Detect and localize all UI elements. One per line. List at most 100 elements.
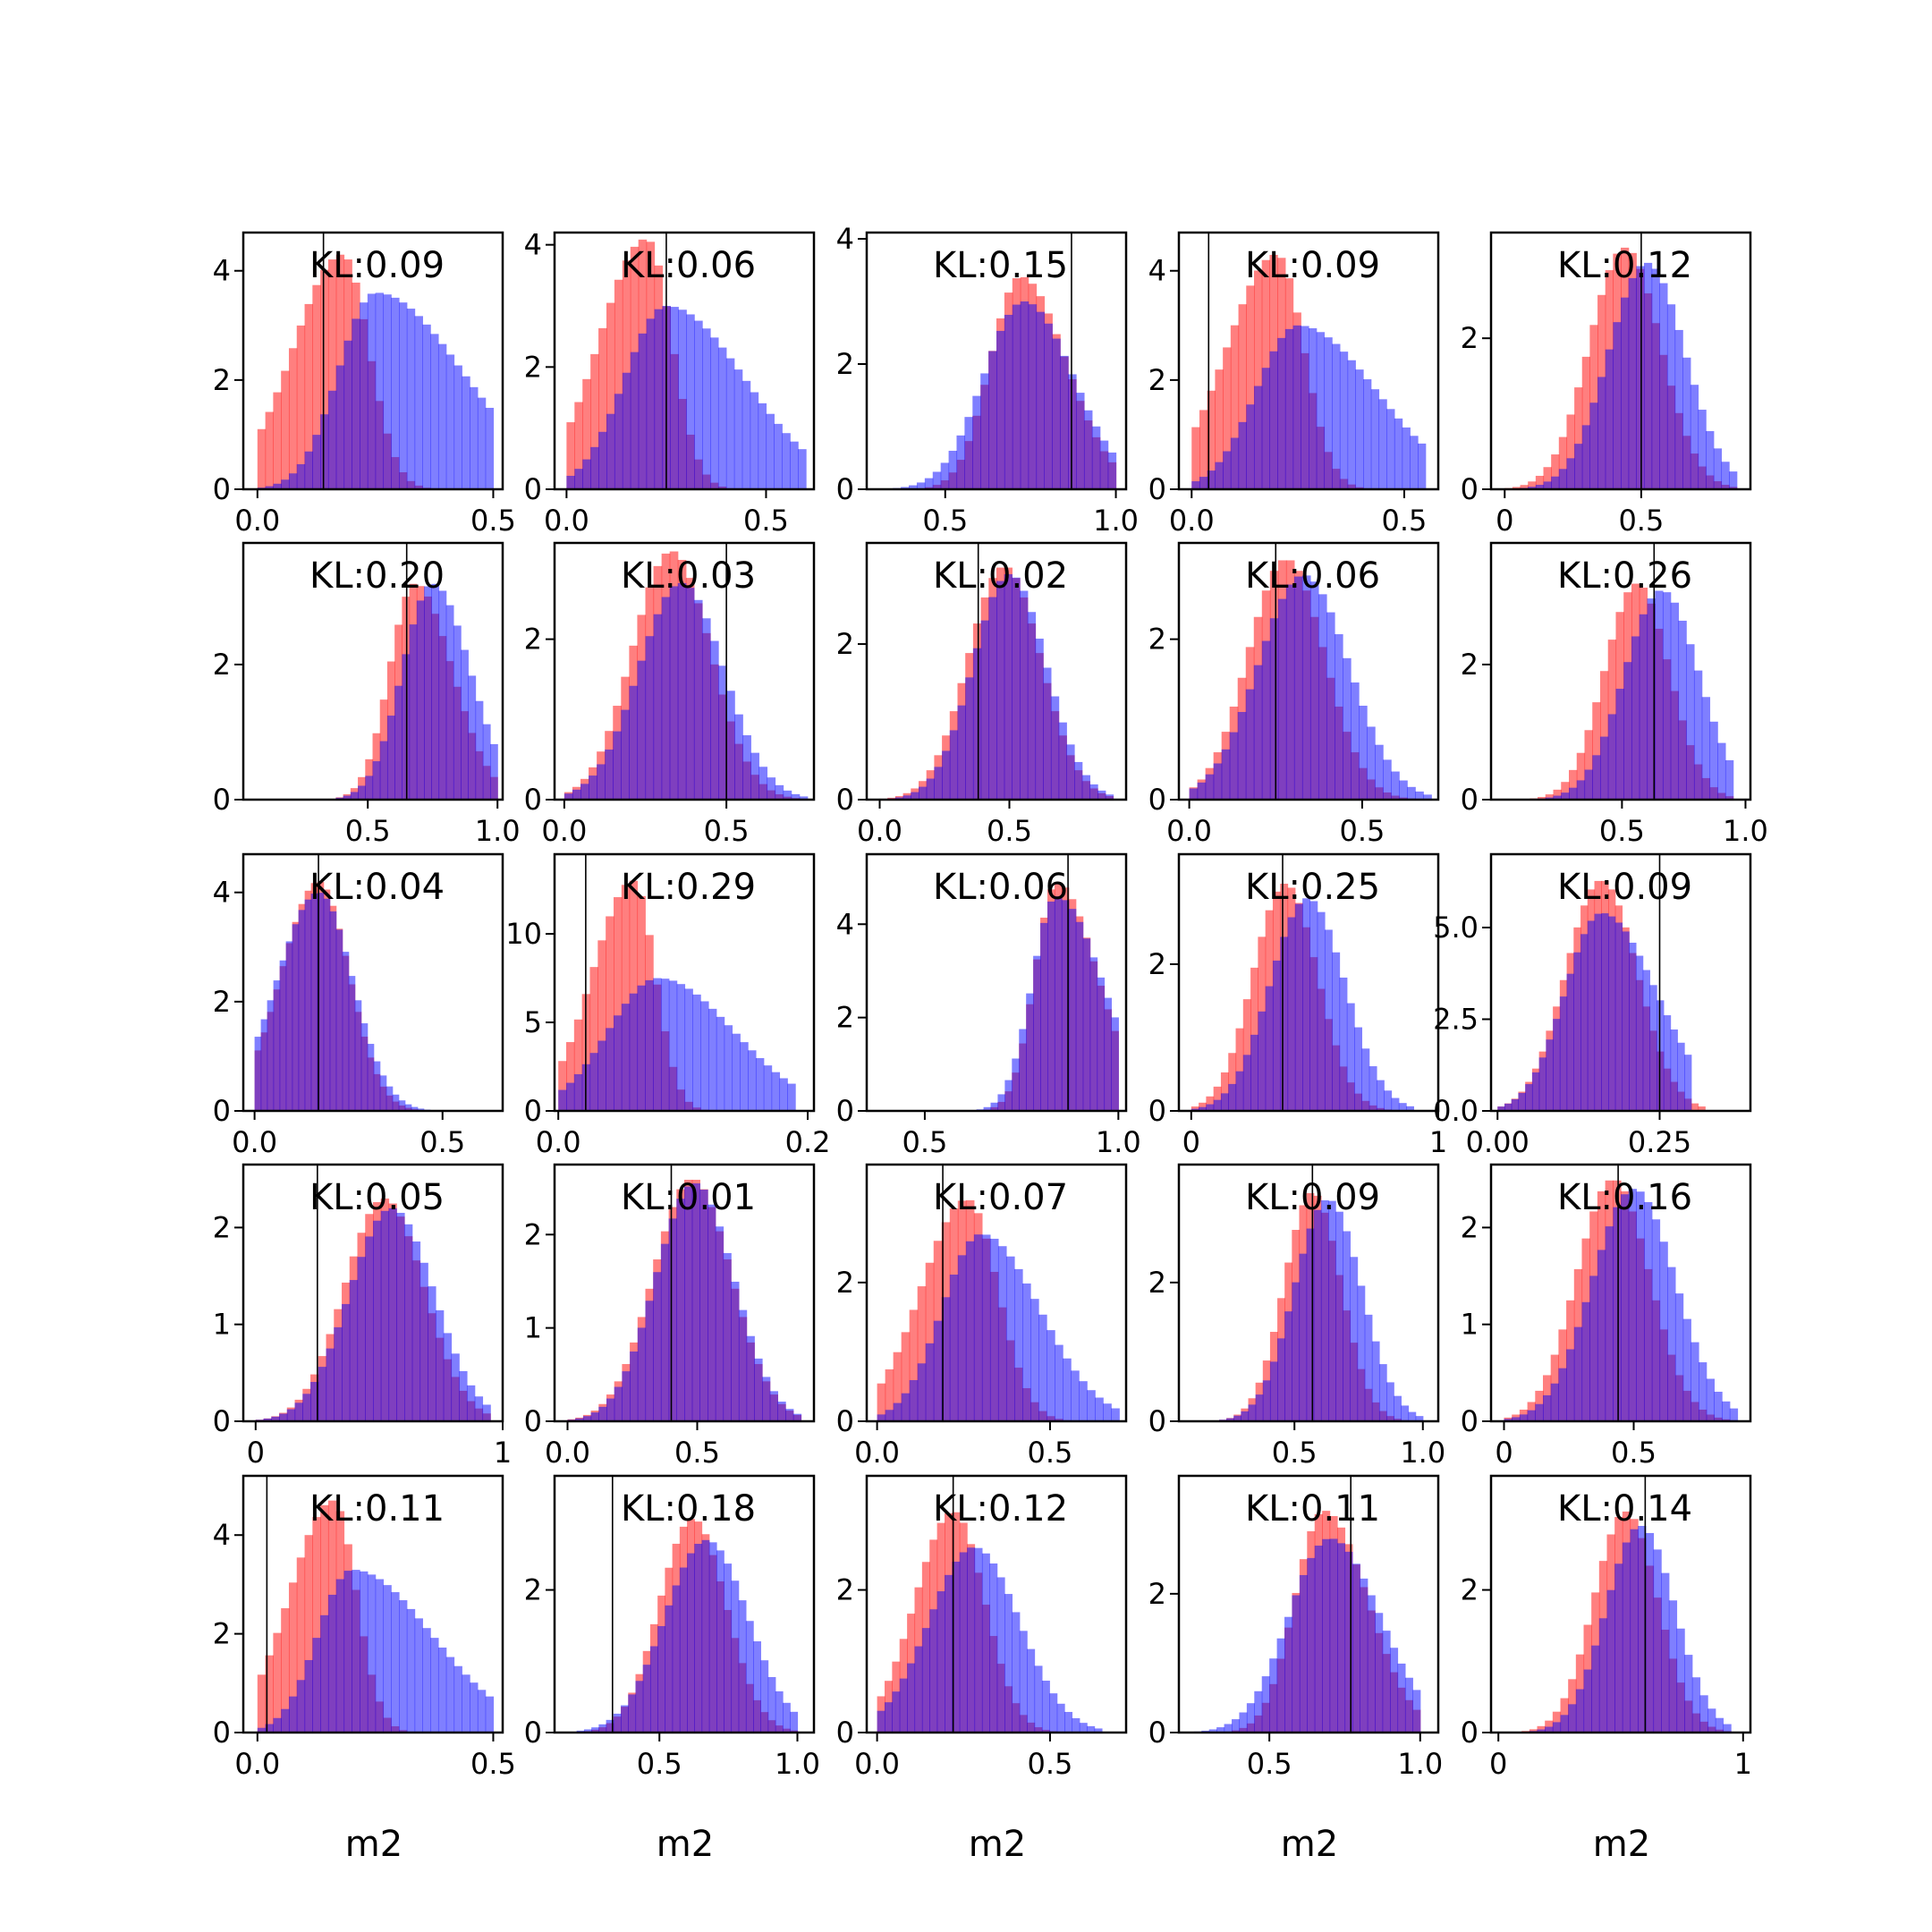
red-series-bar: [1191, 1106, 1199, 1111]
blue-series-bar: [342, 1303, 351, 1421]
blue-series-bar: [885, 1410, 894, 1421]
y-tick-label: 2: [1148, 1577, 1166, 1611]
blue-series-bar: [637, 660, 647, 800]
red-series-bar: [273, 392, 282, 489]
red-series-bar: [1553, 789, 1562, 800]
blue-series-bar: [1553, 795, 1562, 800]
blue-series-bar: [598, 1724, 607, 1733]
blue-series-bar: [1621, 1194, 1630, 1421]
blue-series-bar: [1287, 917, 1296, 1111]
blue-series-bar: [1401, 1405, 1410, 1421]
blue-series-bar: [1020, 590, 1029, 800]
blue-series-bar: [902, 795, 911, 800]
blue-series-bar: [343, 1571, 352, 1733]
blue-series-bar: [1375, 744, 1384, 800]
xlabel-col-2: m2: [657, 1824, 714, 1865]
histogram-bars: [566, 239, 807, 489]
blue-series-bar: [583, 1729, 592, 1733]
red-series-bar: [257, 428, 267, 489]
blue-series-bar: [710, 640, 719, 800]
blue-series-bar: [1391, 1097, 1400, 1111]
y-tick-label: 0: [524, 783, 542, 817]
blue-series-bar: [787, 1083, 796, 1111]
axes-frame: [865, 852, 1128, 1113]
x-tick-label: 0: [1489, 1747, 1507, 1781]
kl-annotation: KL:0.14: [1557, 1488, 1692, 1530]
blue-series-bar: [475, 700, 484, 800]
subplot-1-3: 0.5 1.0 0 2 4 KL:0.15: [836, 222, 1139, 538]
blue-series-bar: [367, 293, 377, 489]
y-tick-label: 2: [1148, 363, 1166, 397]
blue-series-bar: [1615, 689, 1624, 800]
blue-series-bar: [379, 741, 388, 800]
blue-series-bar: [292, 924, 300, 1111]
kl-annotation: KL:0.01: [621, 1177, 756, 1218]
blue-series-bar: [1335, 1211, 1343, 1421]
blue-series-bar: [482, 1404, 491, 1421]
blue-series-bar: [1623, 662, 1632, 800]
blue-series-bar: [470, 386, 479, 489]
blue-series-bar: [1083, 410, 1093, 489]
blue-series-bar: [1054, 896, 1063, 1111]
x-tick-label: 1.0: [1397, 1747, 1443, 1781]
blue-series-bar: [1027, 612, 1037, 800]
blue-series-bar: [1643, 262, 1653, 489]
blue-series-bar: [746, 1335, 755, 1421]
x-tick-label: 0.0: [545, 1436, 590, 1470]
blue-series-bar: [613, 1713, 622, 1733]
blue-series-bar: [1052, 338, 1061, 489]
blue-series-bar: [877, 1414, 886, 1421]
blue-series-bar: [996, 1577, 1005, 1733]
blue-series-bar: [1261, 640, 1271, 800]
blue-series-bar: [916, 482, 926, 489]
red-series-bar: [1538, 797, 1546, 800]
kl-annotation: KL:0.18: [621, 1488, 756, 1530]
blue-series-bar: [1277, 337, 1286, 489]
blue-series-bar: [621, 709, 630, 800]
blue-series-bar: [925, 1343, 935, 1421]
blue-series-bar: [1628, 277, 1637, 489]
x-tick-label: 0: [1182, 1125, 1200, 1159]
blue-series-bar: [899, 1678, 908, 1733]
blue-series-bar: [1370, 389, 1380, 489]
blue-series-bar: [629, 685, 639, 800]
blue-series-bar: [1677, 1042, 1685, 1111]
red-series-bar: [1698, 1106, 1706, 1111]
blue-series-bar: [404, 1104, 412, 1111]
blue-series-bar: [1538, 1057, 1546, 1111]
red-series-bar: [288, 348, 298, 489]
blue-series-bar: [589, 1053, 598, 1111]
blue-series-bar: [945, 1574, 953, 1733]
kl-annotation: KL:0.07: [933, 1177, 1068, 1218]
blue-series-bar: [327, 390, 337, 489]
blue-series-bar: [1367, 726, 1376, 800]
blue-series-bar: [1375, 1613, 1384, 1733]
blue-series-bar: [649, 1646, 658, 1733]
blue-series-bar: [1063, 1358, 1072, 1421]
blue-series-bar: [1292, 325, 1301, 489]
blue-series-bar: [606, 1028, 614, 1111]
blue-series-bar: [668, 980, 678, 1111]
blue-series-bar: [409, 624, 418, 800]
blue-series-bar: [383, 294, 392, 489]
blue-series-bar: [281, 479, 290, 489]
blue-series-bar: [1537, 1729, 1546, 1733]
blue-series-bar: [1367, 1595, 1376, 1733]
blue-series-bar: [1043, 667, 1052, 800]
blue-series-bar: [1233, 1415, 1241, 1421]
blue-series-bar: [1601, 913, 1609, 1111]
blue-series-bar: [1607, 714, 1617, 800]
blue-series-bar: [637, 1327, 647, 1421]
y-tick-label: 2: [524, 623, 542, 657]
subplot-3-3: 0.5 1.0 0 2 4 KL:0.06: [836, 852, 1141, 1159]
blue-series-bar: [1261, 368, 1271, 489]
blue-series-bar: [622, 372, 631, 489]
blue-series-bar: [1399, 780, 1408, 800]
blue-series-bar: [1332, 952, 1341, 1111]
blue-series-bar: [1004, 573, 1013, 800]
histogram-bars: [1504, 1180, 1739, 1421]
red-series-bar: [901, 1332, 911, 1421]
blue-series-bar: [1329, 1538, 1338, 1733]
y-tick-label: 0: [1148, 472, 1166, 506]
blue-series-bar: [661, 597, 671, 800]
